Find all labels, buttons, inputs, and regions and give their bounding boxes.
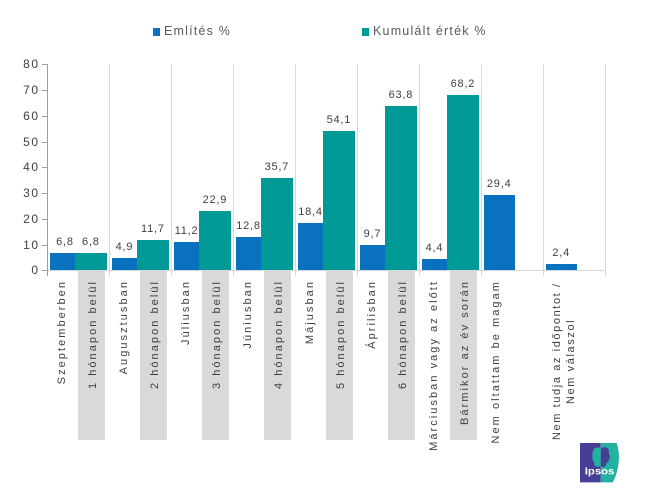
svg-text:Ipsos: Ipsos (585, 466, 615, 478)
